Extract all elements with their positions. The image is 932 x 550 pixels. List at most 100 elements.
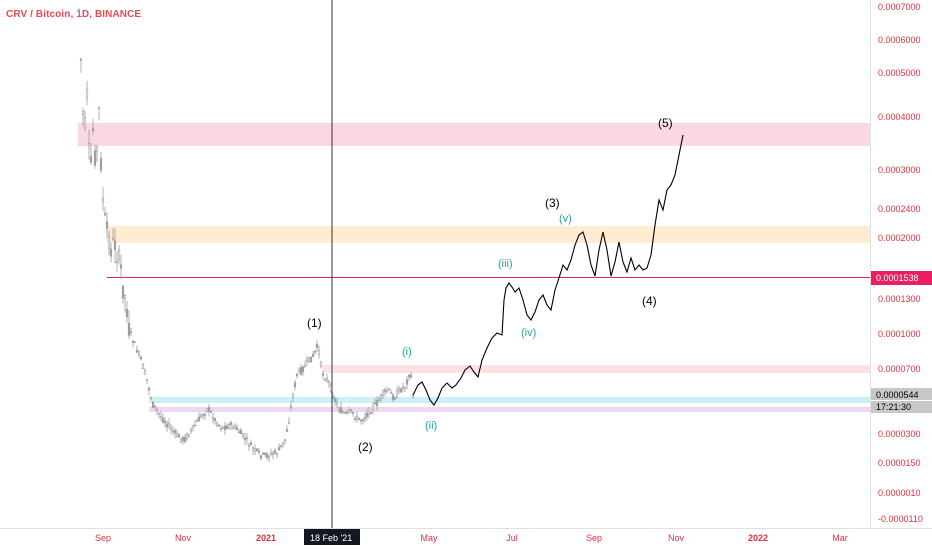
subwave-label-ii: (ii): [425, 420, 437, 432]
candle-body: [265, 453, 269, 458]
price-tick-label: 0.0003000: [878, 165, 921, 175]
candle-body: [113, 240, 117, 251]
candle-body: [161, 418, 165, 423]
candle-body: [297, 369, 301, 373]
candle-body: [359, 419, 363, 422]
zone-support-pink: [323, 365, 870, 373]
candle-body: [91, 128, 95, 132]
zone-resistance-mid: [107, 226, 870, 243]
candle-body: [183, 437, 187, 442]
candle-body: [345, 411, 349, 414]
candle-body: [159, 415, 163, 418]
candle-body: [109, 248, 113, 257]
candle-body: [321, 373, 325, 376]
candle-body: [365, 412, 369, 417]
candle-body: [369, 412, 373, 414]
candle-body: [291, 394, 295, 398]
candle-body: [105, 221, 109, 229]
candle-body: [389, 392, 393, 394]
zone-support-purple: [149, 407, 870, 412]
candle-body: [263, 452, 267, 455]
wave-label-4: (4): [642, 294, 657, 308]
candle-body: [207, 406, 211, 412]
candle-body: [251, 447, 255, 450]
zone-resistance-top: [78, 123, 870, 146]
price-axis[interactable]: 0.0007000 0.0006000 0.0005000 0.0004000 0.00…: [878, 2, 923, 524]
last-price-text: 0.0000544: [876, 390, 919, 400]
candle-body: [243, 437, 247, 441]
candle-body: [167, 422, 171, 427]
price-tick-label: 0.0004000: [878, 112, 921, 122]
candle-body: [361, 419, 365, 422]
time-tick-label: Sep: [586, 533, 602, 543]
time-tick-label: Jul: [506, 533, 518, 543]
price-tick-label: 0.0000700: [878, 364, 921, 374]
candle-body: [301, 366, 305, 373]
candle-body: [267, 456, 271, 459]
wave-label-2: (2): [358, 440, 373, 454]
candle-body: [269, 452, 273, 455]
price-tick-label: 0.0007000: [878, 2, 921, 12]
candle-body: [211, 417, 215, 420]
candle-body: [163, 420, 167, 423]
level-price-tag: 0.0001538: [871, 271, 932, 285]
candle-body: [375, 400, 379, 407]
candle-body: [219, 428, 223, 430]
candle-body: [287, 421, 291, 424]
candle-body: [299, 367, 303, 375]
countdown-text: 17:21:30: [876, 402, 911, 412]
candle-body: [135, 349, 139, 353]
candle-body: [89, 156, 93, 163]
candle-body: [255, 448, 259, 451]
candle-body: [239, 429, 243, 434]
candle-body: [77, 9, 81, 12]
candle-body: [337, 409, 341, 412]
candle-body: [333, 398, 337, 402]
candle-body: [197, 416, 201, 422]
price-tick-label: -0.0000110: [878, 514, 923, 524]
candle-body: [233, 425, 237, 429]
time-axis[interactable]: SepNov2021MarMayJulSepNov2022Mar: [95, 533, 848, 543]
candle-body: [371, 405, 375, 410]
candle-body: [293, 382, 297, 388]
candle-body: [99, 158, 103, 171]
candle-body: [271, 453, 275, 455]
zone-support-cyan: [149, 397, 870, 403]
candle-body: [349, 409, 353, 411]
candle-body: [175, 432, 179, 438]
candle-body: [227, 423, 231, 429]
candle-body: [221, 426, 225, 429]
time-tick-label: Mar: [832, 533, 848, 543]
candle-body: [209, 411, 213, 413]
candle-body: [307, 357, 311, 363]
candle-body: [157, 412, 161, 415]
wave-label-5: (5): [658, 116, 673, 130]
candle-body: [347, 410, 351, 413]
candle-body: [119, 264, 123, 269]
candle-body: [127, 322, 131, 336]
candle-body: [231, 427, 235, 430]
candle-body: [229, 422, 233, 425]
candle-body: [107, 236, 111, 249]
level-price-text: 0.0001538: [876, 273, 919, 283]
candle-body: [357, 417, 361, 420]
candle-body: [187, 433, 191, 437]
candle-body: [125, 308, 129, 318]
candle-body: [281, 441, 285, 446]
candle-body: [353, 418, 357, 420]
wave-label-3: (3): [545, 196, 560, 210]
candle-body: [147, 387, 151, 391]
crosshair-date-text: 18 Feb '21: [310, 533, 352, 543]
candle-body: [101, 197, 105, 203]
candles: [77, 8, 415, 463]
candle-body: [79, 58, 83, 61]
candle-body: [393, 397, 397, 400]
candle-body: [341, 411, 345, 414]
candle-body: [245, 437, 249, 440]
candle-body: [205, 408, 209, 412]
candle-body: [177, 434, 181, 438]
candle-body: [261, 452, 265, 455]
candle-body: [151, 401, 155, 408]
candle-body: [391, 394, 395, 401]
